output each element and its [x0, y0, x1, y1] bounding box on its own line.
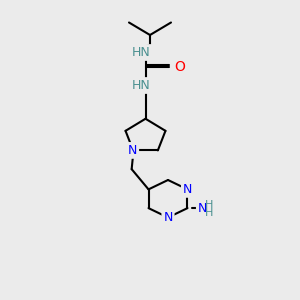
Text: H: H: [205, 200, 213, 210]
Text: H: H: [205, 208, 213, 218]
Text: N: N: [163, 211, 173, 224]
Text: N: N: [183, 183, 192, 196]
Text: N: N: [128, 144, 137, 157]
Text: O: O: [175, 61, 185, 74]
Text: N: N: [198, 202, 207, 214]
Text: HN: HN: [132, 79, 151, 92]
Text: HN: HN: [132, 46, 151, 59]
